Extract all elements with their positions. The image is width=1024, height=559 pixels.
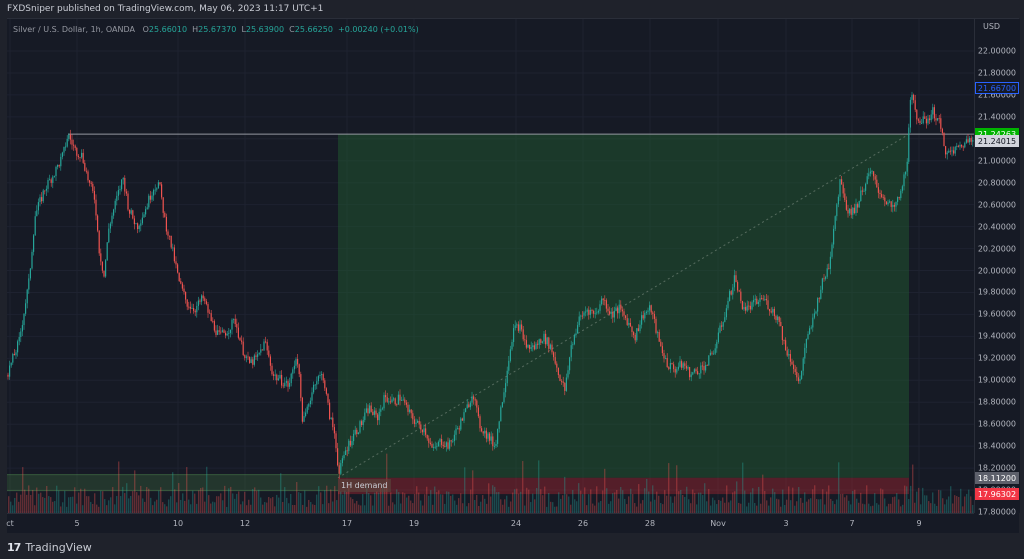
time-tick: 12 bbox=[239, 519, 251, 528]
open-value: 25.66010 bbox=[148, 25, 188, 34]
time-tick: 9 bbox=[916, 519, 922, 528]
price-tick: 20.60000 bbox=[977, 200, 1016, 210]
price-tick: 19.40000 bbox=[977, 331, 1016, 341]
time-tick: 3 bbox=[783, 519, 789, 528]
price-label: 18.11200 bbox=[975, 471, 1019, 484]
price-tick: 19.00000 bbox=[977, 375, 1016, 385]
time-tick: 28 bbox=[644, 519, 656, 528]
tradingview-logo-icon: 𝟭𝟳 bbox=[7, 541, 21, 554]
time-axis[interactable]: ct 5 10 12 17 19 24 26 28 Nov 3 7 9 bbox=[6, 513, 974, 534]
time-tick: 17 bbox=[341, 519, 353, 528]
ohlc-legend: Silver / U.S. Dollar, 1h, OANDA O25.6601… bbox=[13, 25, 419, 34]
publisher-line: FXDSniper published on TradingView.com, … bbox=[7, 4, 324, 14]
price-tick: 18.20000 bbox=[977, 463, 1016, 473]
currency-unit: USD bbox=[983, 22, 1001, 31]
price-label: 21.66700 bbox=[975, 81, 1019, 94]
price-tick: 19.20000 bbox=[977, 353, 1016, 363]
price-tick: 21.60000 bbox=[977, 90, 1016, 100]
time-tick: 24 bbox=[510, 519, 522, 528]
price-tick: 20.40000 bbox=[977, 222, 1016, 232]
price-tick: 18.60000 bbox=[977, 419, 1016, 429]
price-tick: 20.00000 bbox=[977, 266, 1016, 276]
time-tick: Nov bbox=[710, 519, 726, 528]
time-tick: 19 bbox=[408, 519, 420, 528]
brand-name: TradingView bbox=[25, 541, 92, 554]
price-chart[interactable] bbox=[7, 19, 974, 513]
price-tick: 21.40000 bbox=[977, 112, 1016, 122]
price-tick: 17.80000 bbox=[977, 507, 1016, 517]
price-tick: 21.00000 bbox=[977, 156, 1016, 166]
price-axis[interactable]: USD 22.00000 21.80000 21.60000 21.40000 21.2… bbox=[974, 19, 1020, 517]
time-tick: ct bbox=[6, 519, 14, 528]
price-tick: 22.00000 bbox=[977, 46, 1016, 56]
price-tick: 19.60000 bbox=[977, 309, 1016, 319]
price-tick: 20.20000 bbox=[977, 244, 1016, 254]
price-label: 17.96302 bbox=[975, 488, 1019, 501]
footer: 𝟭𝟳 TradingView bbox=[7, 541, 92, 554]
price-label: 21.24015 bbox=[975, 135, 1019, 147]
time-tick: 5 bbox=[74, 519, 80, 528]
price-tick: 18.80000 bbox=[977, 397, 1016, 407]
symbol-title[interactable]: Silver / U.S. Dollar, 1h, OANDA bbox=[13, 25, 135, 34]
price-tick: 18.40000 bbox=[977, 441, 1016, 451]
time-tick: 26 bbox=[577, 519, 589, 528]
chart-pane[interactable]: Silver / U.S. Dollar, 1h, OANDA O25.6601… bbox=[7, 19, 974, 513]
demand-zone-label[interactable]: 1H demand bbox=[338, 478, 391, 492]
change-value: +0.00240 (+0.01%) bbox=[338, 25, 419, 34]
price-tick: 20.80000 bbox=[977, 178, 1016, 188]
chart-frame: Silver / U.S. Dollar, 1h, OANDA O25.6601… bbox=[6, 18, 1020, 534]
close-value: 25.66250 bbox=[294, 25, 333, 34]
time-tick: 7 bbox=[849, 519, 855, 528]
price-tick: 21.80000 bbox=[977, 68, 1016, 78]
time-tick: 10 bbox=[172, 519, 184, 528]
price-tick: 19.80000 bbox=[977, 287, 1016, 297]
high-value: 25.67370 bbox=[198, 25, 237, 34]
low-value: 25.63900 bbox=[245, 25, 285, 34]
